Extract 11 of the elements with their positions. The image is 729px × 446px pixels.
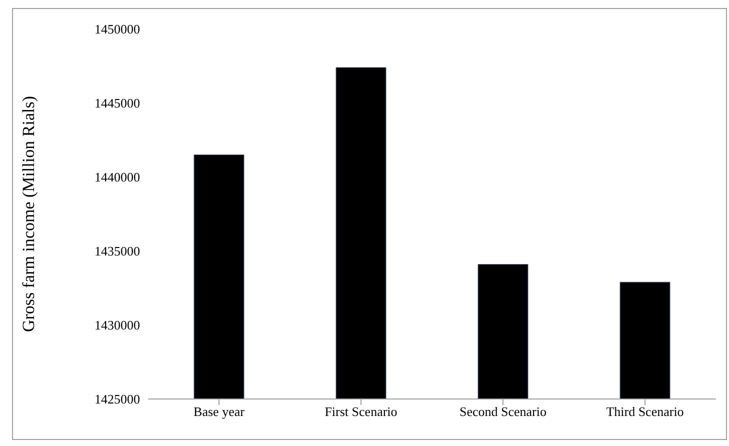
y-tick-label: 1445000	[94, 96, 140, 111]
y-axis-title: Gross farm income (Million Rials)	[19, 96, 38, 332]
x-tick-label: First Scenario	[324, 404, 398, 420]
y-tick-label: 1435000	[94, 244, 140, 259]
y-tick-label: 1425000	[94, 392, 140, 407]
y-tick-label: 1440000	[94, 170, 140, 185]
x-tick-label: Second Scenario	[459, 404, 547, 420]
x-tick-label: Base year	[194, 404, 246, 420]
y-tick-label: 1450000	[94, 22, 140, 37]
y-tick-label: 1430000	[94, 318, 140, 333]
x-tick-label: Third Scenario	[606, 404, 684, 420]
